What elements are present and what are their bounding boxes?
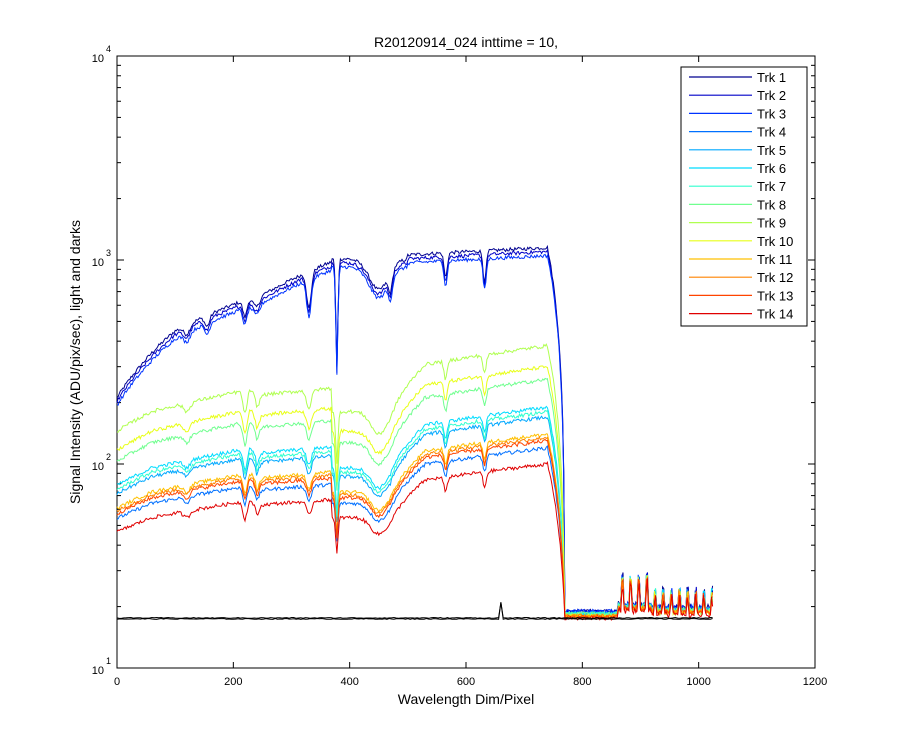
legend: Trk 1 Trk 2 Trk 3 Trk 4 Trk 5 Trk 6 Trk 7 Trk 8… [680,66,808,327]
chart-title: R20120914_024 inttime = 10, [374,34,558,50]
y-tick-label: 10 [92,53,104,65]
x-tick-label: 200 [224,676,242,688]
legend-box [680,66,808,327]
y-tick-label: 10 [92,257,104,269]
x-axis-label: Wavelength Dim/Pixel [398,691,534,707]
legend-label: Trk 4 [757,125,786,140]
dark-frame-line [116,602,713,619]
legend-label: Trk 10 [757,234,793,249]
legend-label: Trk 6 [757,161,786,176]
x-tick-label: 1000 [686,676,710,688]
legend-label: Trk 12 [757,270,793,285]
legend-label: Trk 7 [757,179,786,194]
y-tick-exponent: 2 [106,452,111,462]
legend-label: Trk 8 [757,197,786,212]
legend-label: Trk 2 [757,88,786,103]
legend-label: Trk 11 [757,252,792,267]
axis-ticks [116,56,816,669]
x-tick-label: 600 [457,676,475,688]
x-tick-label: 0 [114,676,120,688]
x-tick-label: 400 [340,676,358,688]
series-layer [116,244,714,621]
y-tick-label: 10 [92,461,104,473]
series-line-3 [116,253,713,615]
legend-label: Trk 3 [757,106,786,121]
y-tick-exponent: 1 [106,656,111,666]
legend-label: Trk 13 [757,288,793,303]
dark-frame-line [116,602,713,620]
legend-label: Trk 9 [757,216,786,231]
series-line-11 [116,433,713,620]
y-axis-label: Signal Intensity (ADU/pix/sec), light an… [67,220,83,504]
dark-frames-layer [116,602,713,620]
x-tick-label: 1200 [803,676,827,688]
x-tick-labels: 0 200 400 600 800 1000 1200 [114,676,827,688]
series-line-12 [116,435,714,619]
y-tick-exponent: 4 [106,44,111,54]
y-tick-label: 10 [92,665,104,677]
legend-label: Trk 1 [757,70,786,85]
series-line-7 [116,409,714,617]
legend-label: Trk 5 [757,143,786,158]
legend-label: Trk 14 [757,307,793,322]
y-tick-exponent: 3 [106,248,111,258]
x-tick-label: 800 [573,676,591,688]
